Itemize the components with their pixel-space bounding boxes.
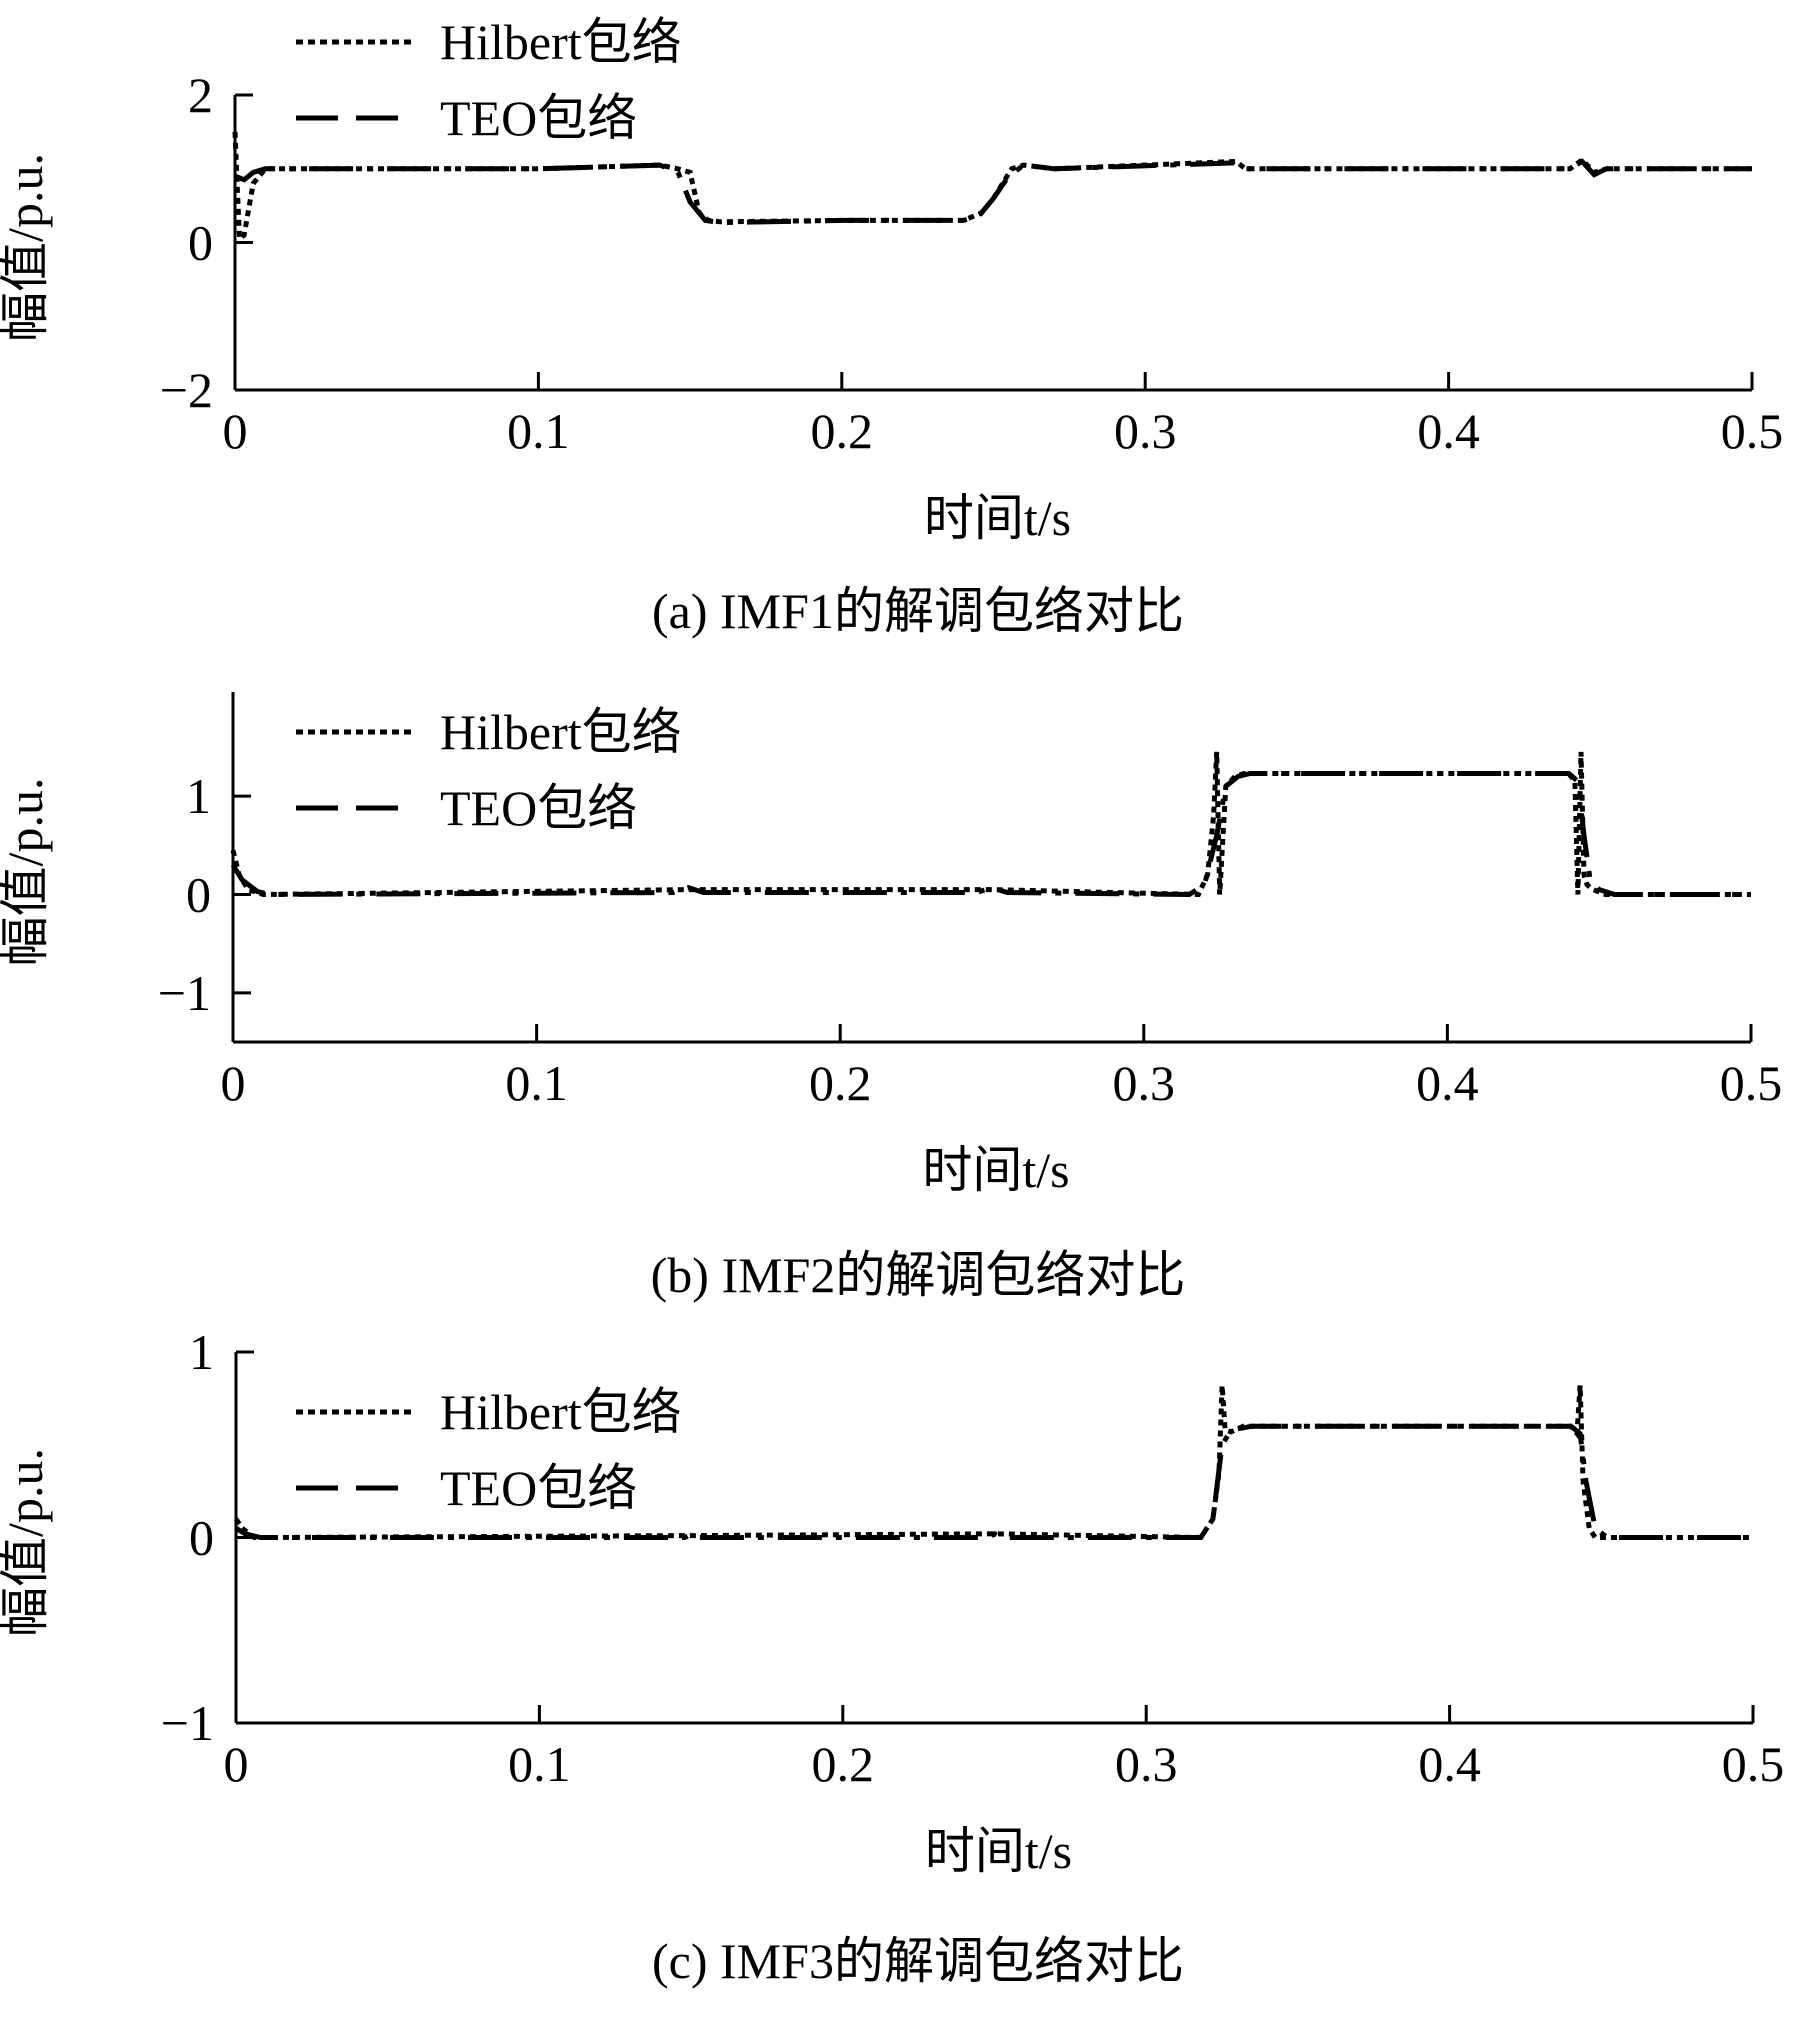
chart-2-y-tick-label: −1 xyxy=(158,965,211,1021)
chart-2-x-axis-title: 时间t/s xyxy=(922,1142,1069,1198)
chart-1-legend-label-teo: TEO包络 xyxy=(440,90,637,146)
chart-1-y-tick-label: −2 xyxy=(160,362,213,418)
chart-3-series-teo-line xyxy=(234,1423,1753,1540)
chart-3-caption: (c) IMF3的解调包络对比 xyxy=(652,1933,1184,1989)
chart-3: 0 0.1 0.2 0.3 0.4 0.5−101时间t/s幅值/p.u.Hilbert包… xyxy=(0,1324,1784,1989)
chart-1-y-tick-label: 2 xyxy=(188,67,213,123)
chart-1-legend: Hilbert包络 TEO包络 xyxy=(296,14,682,146)
chart-1-x-tick-label: 0.2 xyxy=(811,403,874,459)
chart-2-legend: Hilbert包络 TEO包络 xyxy=(296,704,682,836)
chart-2-legend-label-hilbert: Hilbert包络 xyxy=(440,704,682,760)
chart-2-x-tick-label: 0.2 xyxy=(809,1055,872,1111)
chart-3-x-tick-label: 0.2 xyxy=(812,1736,875,1792)
chart-2-series-teo-line xyxy=(230,771,1751,898)
chart-2-x-tick-label: 0.3 xyxy=(1113,1055,1176,1111)
chart-1-x-axis-title: 时间t/s xyxy=(924,490,1071,546)
chart-3-x-tick-label: 0.4 xyxy=(1418,1736,1481,1792)
chart-1-y-tick-label: 0 xyxy=(188,215,213,271)
chart-1-y-axis-title: 幅值/p.u. xyxy=(0,153,53,342)
chart-2-x-tick-label: 0 xyxy=(221,1055,246,1111)
chart-1-x-tick-label: 0.5 xyxy=(1721,403,1784,459)
chart-2: 0 0.1 0.2 0.3 0.4 0.5−101时间t/s幅值/p.u.Hilbert包… xyxy=(0,692,1782,1303)
chart-1-x-tick-label: 0.3 xyxy=(1114,403,1177,459)
chart-2-x-tick-label: 0.1 xyxy=(505,1055,568,1111)
chart-2-y-tick-label: 1 xyxy=(186,768,211,824)
chart-2-caption: (b) IMF2的解调包络对比 xyxy=(651,1247,1186,1303)
chart-3-y-tick-label: 0 xyxy=(189,1510,214,1566)
chart-3-y-tick-label: −1 xyxy=(161,1695,214,1751)
chart-2-y-axis-title: 幅值/p.u. xyxy=(0,778,53,967)
chart-1-x-tick-label: 0.4 xyxy=(1417,403,1480,459)
chart-1: 0 0.1 0.2 0.3 0.4 0.5−202时间t/s幅值/p.u.Hilbert包… xyxy=(0,14,1783,639)
chart-3-legend: Hilbert包络 TEO包络 xyxy=(296,1384,682,1516)
chart-1-legend-label-hilbert: Hilbert包络 xyxy=(440,14,682,70)
chart-1-x-tick-label: 0.1 xyxy=(507,403,570,459)
chart-1-caption: (a) IMF1的解调包络对比 xyxy=(652,583,1184,639)
chart-3-legend-label-hilbert: Hilbert包络 xyxy=(440,1384,682,1440)
chart-2-y-tick-label: 0 xyxy=(186,867,211,923)
chart-2-legend-label-teo: TEO包络 xyxy=(440,780,637,836)
chart-3-x-tick-label: 0.3 xyxy=(1115,1736,1178,1792)
chart-1-x-tick-label: 0 xyxy=(223,403,248,459)
chart-3-x-axis-title: 时间t/s xyxy=(925,1823,1072,1879)
chart-1-series-teo-line xyxy=(234,158,1752,226)
chart-3-x-tick-label: 0.1 xyxy=(508,1736,571,1792)
chart-3-x-tick-label: 0 xyxy=(224,1736,249,1792)
chart-2-x-tick-label: 0.4 xyxy=(1416,1055,1479,1111)
chart-3-y-tick-label: 1 xyxy=(189,1324,214,1380)
chart-1-series-hilbert-line xyxy=(232,131,1752,244)
chart-3-x-tick-label: 0.5 xyxy=(1722,1736,1785,1792)
chart-3-legend-label-teo: TEO包络 xyxy=(440,1460,637,1516)
chart-3-y-axis-title: 幅值/p.u. xyxy=(0,1448,53,1637)
chart-2-x-tick-label: 0.5 xyxy=(1720,1055,1783,1111)
